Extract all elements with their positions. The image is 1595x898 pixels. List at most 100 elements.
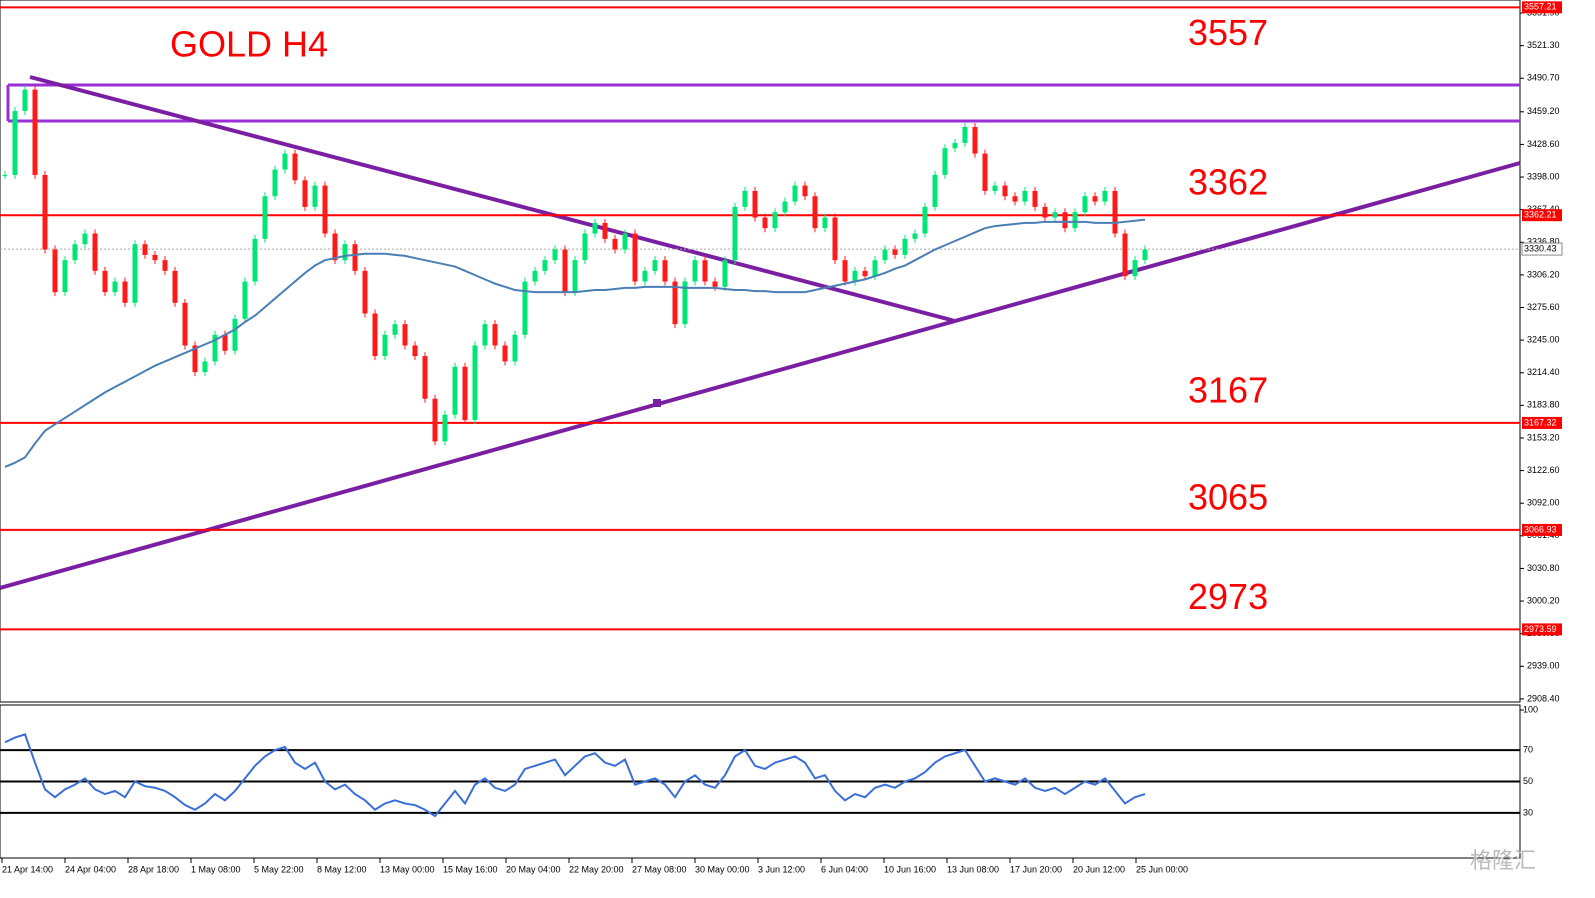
candle-body: [302, 180, 308, 207]
candle-body: [52, 249, 58, 293]
candle-body: [502, 345, 508, 362]
candle-body: [1052, 212, 1058, 218]
chart-title: GOLD H4: [170, 24, 328, 65]
level-label: 3167: [1188, 369, 1268, 410]
candle-body: [652, 260, 658, 271]
candle-body: [952, 142, 958, 149]
candle-body: [642, 270, 648, 282]
candle-body: [402, 324, 408, 346]
candle-body: [772, 212, 778, 229]
candle-body: [312, 185, 318, 207]
candle-body: [352, 244, 358, 271]
candle-body: [752, 190, 758, 218]
moving-average: [4, 218, 1146, 468]
candle-body: [1102, 190, 1108, 202]
current-price: 3330.43: [1524, 243, 1557, 253]
candle-body: [942, 148, 948, 175]
candle-body: [1112, 190, 1118, 234]
x-tick-label: 10 Jun 16:00: [884, 864, 936, 874]
candle-body: [912, 233, 918, 239]
candle-body: [832, 217, 838, 261]
candle-body: [1012, 196, 1018, 202]
rsi-tick-label: 70: [1523, 744, 1533, 754]
candle-body: [222, 334, 228, 351]
candle-body: [252, 238, 258, 282]
candle-body: [602, 222, 608, 239]
candle-body: [562, 249, 568, 293]
candle-body: [422, 356, 428, 399]
x-tick-label: 15 May 16:00: [443, 864, 498, 874]
level-label: 3362: [1188, 162, 1268, 203]
level-price-box: [1522, 209, 1562, 222]
x-tick-label: 21 Apr 14:00: [2, 864, 53, 874]
y-tick-label: 3000.20: [1527, 595, 1560, 605]
candle-body: [852, 270, 858, 282]
trendline-lower: [0, 161, 1521, 590]
candle-body: [762, 217, 768, 229]
x-tick-label: 17 Jun 20:00: [1010, 864, 1062, 874]
x-tick-label: 3 Jun 12:00: [758, 864, 805, 874]
candle-body: [552, 249, 558, 261]
candle-body: [582, 233, 588, 261]
candle-body: [62, 260, 68, 293]
price-panel: [0, 0, 1521, 703]
candle-body: [122, 281, 128, 303]
x-tick-label: 5 May 22:00: [254, 864, 304, 874]
candle-body: [102, 270, 108, 293]
candle-body: [662, 260, 668, 282]
y-tick-label: 3459.20: [1527, 106, 1560, 116]
candle-body: [202, 361, 208, 373]
candle-body: [712, 281, 718, 287]
candle-body: [1142, 249, 1148, 261]
y-tick-label: 3245.00: [1527, 335, 1560, 345]
candle-body: [892, 249, 898, 255]
x-tick-label: 22 May 20:00: [569, 864, 624, 874]
candle-body: [992, 185, 998, 191]
level-price-box: [1522, 523, 1562, 536]
level-price: 3362.21: [1524, 210, 1557, 220]
candle-body: [1072, 212, 1078, 229]
candle-body: [782, 201, 788, 213]
y-tick-label: 3521.30: [1527, 40, 1560, 50]
candle-body: [42, 174, 48, 250]
candle-body: [12, 110, 18, 175]
level-price-box: [1522, 1, 1562, 14]
candle-body: [142, 244, 148, 255]
candle-body: [982, 153, 988, 191]
candle-body: [802, 185, 808, 197]
candle-body: [232, 318, 238, 351]
level-price: 2973.59: [1524, 624, 1557, 634]
candle-body: [1092, 196, 1098, 202]
level-price: 3557.21: [1524, 2, 1557, 12]
candle-body: [672, 281, 678, 325]
candle-body: [342, 244, 348, 261]
candle-body: [282, 153, 288, 170]
candle-body: [702, 260, 708, 282]
candle-body: [1062, 212, 1068, 229]
candle-body: [682, 281, 688, 325]
y-tick-label: 3490.70: [1527, 73, 1560, 83]
x-tick-label: 25 Jun 00:00: [1136, 864, 1188, 874]
candle-body: [1002, 185, 1008, 197]
candle-body: [182, 302, 188, 346]
level-price-box: [1522, 416, 1562, 429]
y-tick-label: 3030.80: [1527, 563, 1560, 573]
candle-body: [132, 244, 138, 303]
x-tick-label: 13 Jun 08:00: [947, 864, 999, 874]
candle-body: [412, 345, 418, 357]
y-tick-label: 3122.60: [1527, 465, 1560, 475]
candle-body: [1122, 233, 1128, 277]
candle-body: [292, 153, 298, 181]
y-tick-label: 3092.00: [1527, 498, 1560, 508]
candle-body: [532, 270, 538, 282]
candle-body: [1032, 190, 1038, 207]
y-tick-label: 3428.60: [1527, 139, 1560, 149]
x-tick-label: 13 May 00:00: [380, 864, 435, 874]
candle-body: [842, 260, 848, 282]
candle-body: [722, 260, 728, 287]
candle-body: [332, 233, 338, 261]
candle-body: [192, 345, 198, 373]
candle-body: [902, 238, 908, 255]
level-label: 3557: [1188, 12, 1268, 53]
trendline-upper: [29, 75, 956, 323]
